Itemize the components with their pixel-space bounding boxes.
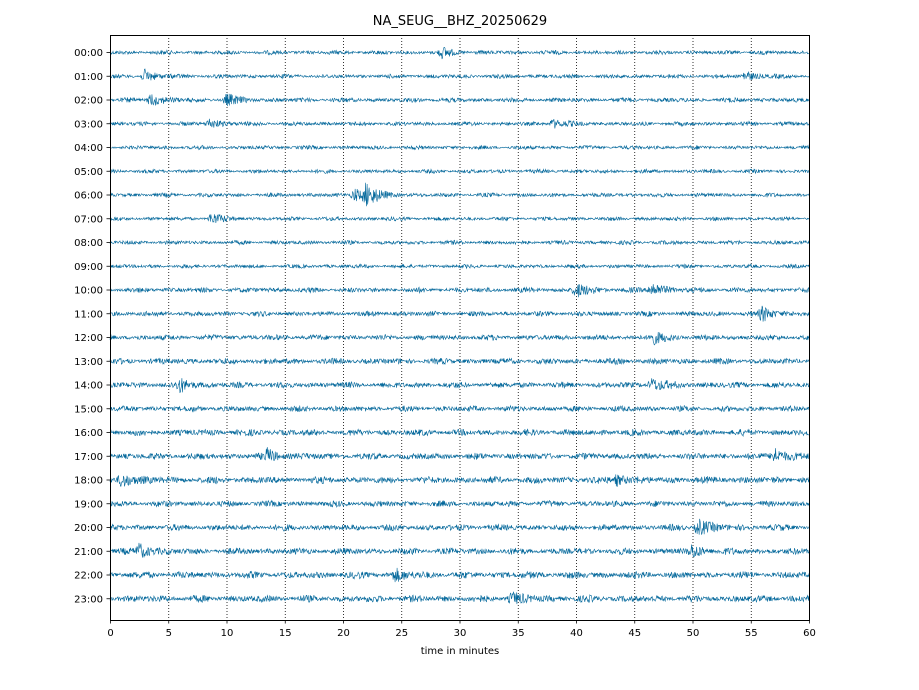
seismic-traces — [109, 46, 810, 605]
trace-row-2300 — [109, 591, 810, 605]
trace-row-0500 — [109, 168, 810, 175]
trace-row-0100 — [109, 68, 810, 81]
y-tick-label: 02:00 — [74, 96, 103, 107]
y-tick-label: 07:00 — [74, 214, 103, 225]
y-tick-label: 14:00 — [74, 381, 103, 392]
trace-row-2200 — [109, 567, 810, 583]
trace-row-1600 — [109, 428, 810, 438]
x-tick-label: 30 — [454, 628, 467, 639]
trace-row-0900 — [109, 263, 810, 270]
x-tick-label: 45 — [628, 628, 641, 639]
x-tick-label: 10 — [221, 628, 234, 639]
trace-row-2000 — [109, 518, 810, 535]
trace-row-0000 — [109, 46, 810, 60]
y-tick-label: 06:00 — [74, 191, 103, 202]
y-tick-label: 19:00 — [74, 499, 103, 510]
x-tick-label: 0 — [107, 628, 113, 639]
y-tick-label: 10:00 — [74, 286, 103, 297]
trace-row-1200 — [109, 332, 810, 346]
y-tick-label: 00:00 — [74, 48, 103, 59]
x-axis-label: time in minutes — [421, 646, 500, 657]
trace-row-0800 — [109, 239, 810, 246]
trace-row-0700 — [109, 214, 810, 224]
y-tick-label: 21:00 — [74, 547, 103, 558]
y-tick-label: 03:00 — [74, 119, 103, 130]
trace-row-0200 — [109, 93, 810, 107]
y-tick-label: 12:00 — [74, 333, 103, 344]
x-axis-ticks: 0 5 10 15 20 25 30 35 40 45 50 55 60 — [107, 620, 816, 639]
trace-row-1500 — [109, 404, 810, 413]
y-tick-label: 17:00 — [74, 452, 103, 463]
x-tick-label: 35 — [512, 628, 525, 639]
y-tick-label: 16:00 — [74, 428, 103, 439]
x-tick-label: 55 — [745, 628, 758, 639]
x-tick-label: 40 — [570, 628, 583, 639]
x-tick-label: 60 — [803, 628, 816, 639]
x-tick-label: 20 — [337, 628, 350, 639]
x-tick-label: 25 — [395, 628, 408, 639]
y-tick-label: 05:00 — [74, 167, 103, 178]
y-tick-label: 18:00 — [74, 476, 103, 487]
y-tick-label: 23:00 — [74, 594, 103, 605]
trace-row-1000 — [109, 284, 810, 298]
trace-row-1900 — [109, 499, 810, 508]
trace-row-1800 — [109, 474, 810, 487]
trace-row-0400 — [109, 144, 810, 151]
vertical-gridlines — [168, 35, 752, 620]
x-tick-label: 50 — [687, 628, 700, 639]
y-tick-label: 11:00 — [74, 309, 103, 320]
trace-row-1700 — [109, 447, 810, 462]
trace-row-1100 — [109, 305, 810, 322]
y-tick-label: 15:00 — [74, 404, 103, 415]
y-tick-label: 08:00 — [74, 238, 103, 249]
y-axis-ticks: 00:00 01:00 02:00 03:00 04:00 05:00 06:00 07:00… — [74, 48, 110, 605]
y-tick-label: 22:00 — [74, 571, 103, 582]
trace-row-0600 — [109, 182, 810, 207]
y-tick-label: 01:00 — [74, 72, 103, 83]
y-tick-label: 04:00 — [74, 143, 103, 154]
trace-row-0300 — [109, 118, 810, 129]
y-tick-label: 09:00 — [74, 262, 103, 273]
trace-row-2100 — [109, 542, 810, 558]
x-tick-label: 5 — [166, 628, 172, 639]
trace-row-1300 — [109, 357, 810, 366]
chart-title: NA_SEUG__BHZ_20250629 — [373, 14, 547, 29]
trace-row-1400 — [109, 378, 810, 394]
y-tick-label: 20:00 — [74, 523, 103, 534]
x-tick-label: 15 — [279, 628, 292, 639]
y-tick-label: 13:00 — [74, 357, 103, 368]
